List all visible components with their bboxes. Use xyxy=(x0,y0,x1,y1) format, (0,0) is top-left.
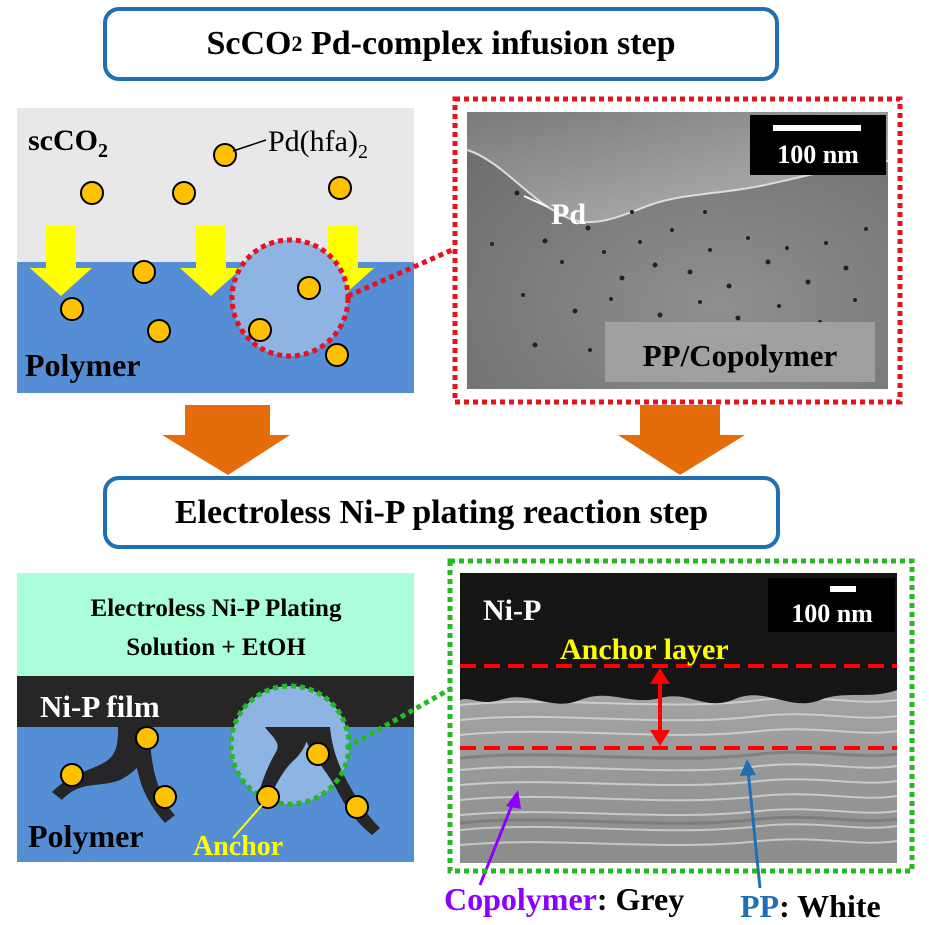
pp-pointer xyxy=(740,759,762,889)
solution-label-line1: Electroless Ni-P Plating xyxy=(91,595,342,622)
tem-bottom-scalebar xyxy=(830,586,856,592)
plating-step-title: Electroless Ni-P plating reaction step xyxy=(103,476,780,549)
pd-particle xyxy=(132,260,156,284)
anchored-pd-particles xyxy=(60,726,369,819)
tem-bottom-lamellae xyxy=(459,697,898,847)
zoom-circle-red xyxy=(229,237,351,359)
pd-particle xyxy=(60,763,84,787)
pd-particle xyxy=(80,181,104,205)
tem-bottom-grey-bands xyxy=(459,750,898,825)
plating-polymer-label: Polymer xyxy=(28,818,144,854)
anchor-layer-label: Anchor layer xyxy=(560,633,729,666)
pd-particle xyxy=(135,726,159,750)
anchor-leader-line xyxy=(232,804,263,839)
tem-top-scalebar xyxy=(773,125,861,131)
pd-particle xyxy=(172,181,196,205)
pd-particle xyxy=(297,276,321,300)
pd-particle xyxy=(325,343,349,367)
nip-film-region xyxy=(17,676,414,727)
process-arrow-right xyxy=(618,405,745,475)
tem-image-top xyxy=(452,96,903,405)
tem-top-edge xyxy=(466,149,889,224)
sample-label: PP/Copolymer xyxy=(643,338,838,373)
anchor-branch xyxy=(258,727,310,800)
pp-legend: PP: White xyxy=(740,888,881,924)
pd-label: Pd xyxy=(551,198,586,231)
pd-complex-label: Pd(hfa)2 xyxy=(268,125,368,163)
infusion-step-title: ScCO 2 Pd-complex infusion step xyxy=(103,7,779,81)
copolymer-legend: Copolymer: Grey xyxy=(444,881,684,917)
tem-bottom-frame xyxy=(447,558,915,874)
plating-panel xyxy=(17,573,454,862)
zoom-connector-red xyxy=(346,247,454,299)
plating-title-text: Electroless Ni-P plating reaction step xyxy=(174,493,709,531)
nip-label: Ni-P xyxy=(483,594,541,627)
tem-top-label-box xyxy=(605,322,875,382)
infusion-arrow xyxy=(30,226,92,296)
tem-top-scalebar-label: 100 nm xyxy=(777,140,859,169)
scco2-label: scCO2 xyxy=(28,124,108,162)
tem-top-particles xyxy=(490,190,868,352)
pd-particle xyxy=(256,785,280,809)
pd-leader-line xyxy=(523,195,549,208)
infusion-title-prefix: ScCO xyxy=(206,25,292,62)
nip-film-label: Ni-P film xyxy=(40,689,160,724)
pd-particle xyxy=(248,318,272,342)
solution-label-line2: Solution + EtOH xyxy=(126,634,306,661)
infusion-polymer-label: Polymer xyxy=(25,347,141,383)
pd-particle xyxy=(345,795,369,819)
process-arrow-left xyxy=(162,405,290,475)
pd-particle xyxy=(147,319,171,343)
pd-particle xyxy=(328,176,352,200)
pd-particle xyxy=(60,297,84,321)
infusion-title-sub: 2 xyxy=(291,31,303,56)
pd-particles xyxy=(60,143,352,367)
anchor-thickness-arrow xyxy=(650,668,670,746)
pd-particle xyxy=(213,143,237,167)
pd-complex-leader xyxy=(232,139,267,152)
pd-particle xyxy=(153,785,177,809)
tem-top-frame xyxy=(452,96,903,405)
anchor-label: Anchor xyxy=(193,831,283,862)
tem-bottom-scalebar-label: 100 nm xyxy=(791,599,873,628)
pd-particle xyxy=(306,742,330,766)
infusion-panel xyxy=(17,108,454,393)
tem-image-bottom xyxy=(447,558,915,889)
plating-solution-region xyxy=(17,573,414,676)
zoom-connector-green xyxy=(344,685,454,751)
infusion-title-rest: Pd-complex infusion step xyxy=(302,25,676,62)
process-arrows xyxy=(162,405,745,475)
infusion-arrow xyxy=(180,226,242,296)
